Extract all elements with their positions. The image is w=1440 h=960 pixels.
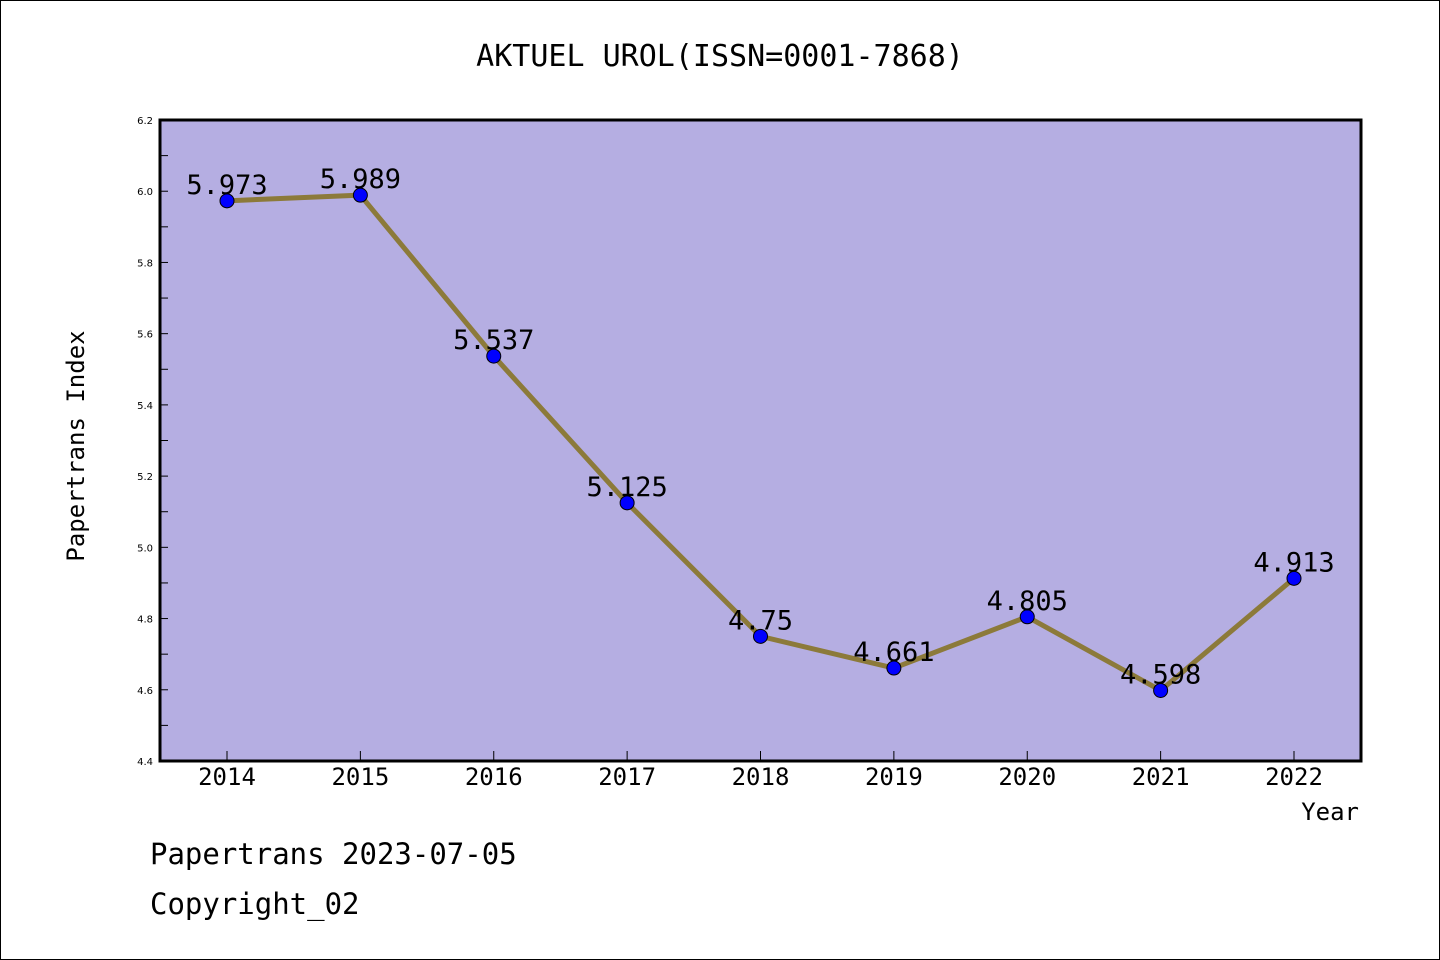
x-tick-label: 2019 — [865, 763, 923, 791]
data-point — [1153, 682, 1169, 698]
data-label: 4.913 — [1253, 547, 1334, 578]
x-tick-label: 2016 — [465, 763, 523, 791]
footer-copyright: Copyright_02 — [150, 887, 360, 922]
data-point — [219, 193, 235, 209]
x-tick-label: 2015 — [331, 763, 389, 791]
y-tick-label: 5.2 — [137, 472, 153, 483]
data-point — [1286, 570, 1302, 586]
series-markers — [219, 187, 1302, 698]
x-axis: 2014 2015 2016 2017 2018 2019 2020 2021 2022 — [198, 751, 1323, 791]
y-tick-label: 6.2 — [137, 116, 153, 127]
plot-area — [158, 118, 1363, 763]
x-axis-label: Year — [1301, 798, 1359, 826]
data-point — [753, 628, 768, 644]
data-label: 5.989 — [320, 164, 401, 195]
data-label: 4.661 — [853, 637, 934, 668]
x-tick-label: 2021 — [1132, 763, 1190, 791]
x-tick-label: 2018 — [732, 763, 790, 791]
data-label: 4.805 — [987, 586, 1068, 617]
y-tick-label: 4.4 — [137, 757, 153, 768]
data-label: 5.537 — [453, 325, 534, 356]
data-label: 5.125 — [586, 472, 667, 503]
y-tick-label: 5.6 — [137, 330, 153, 341]
y-tick-label: 5.4 — [137, 401, 153, 412]
data-point — [352, 187, 368, 203]
y-tick-label: 5.0 — [137, 543, 153, 554]
y-tick-label: 4.8 — [137, 615, 153, 626]
x-tick-label: 2022 — [1265, 763, 1323, 791]
y-tick-label: 5.8 — [137, 258, 153, 269]
y-axis: 4.4 4.6 4.8 5.0 5.2 5.4 5.6 5.8 6.0 6.2 — [137, 116, 168, 768]
x-tick-label: 2014 — [198, 763, 256, 791]
y-tick-label: 4.6 — [137, 686, 153, 697]
data-label: 5.973 — [186, 170, 267, 201]
footer-date: Papertrans 2023-07-05 — [150, 837, 517, 871]
data-point — [486, 348, 502, 364]
data-point — [1019, 609, 1035, 625]
x-tick-label: 2020 — [998, 763, 1056, 791]
data-point — [619, 495, 635, 511]
y-axis-label: Papertrans Index — [62, 330, 90, 561]
data-point — [886, 660, 902, 676]
x-tick-label: 2017 — [598, 763, 656, 791]
data-label: 4.75 — [728, 605, 793, 636]
chart-title: AKTUEL UROL(ISSN=0001-7868) — [476, 39, 964, 74]
data-labels: 5.973 5.989 5.537 5.125 4.75 4.661 4.805 4.598 4… — [186, 164, 1334, 690]
y-tick-label: 6.0 — [137, 187, 153, 198]
data-label: 4.598 — [1120, 659, 1201, 690]
